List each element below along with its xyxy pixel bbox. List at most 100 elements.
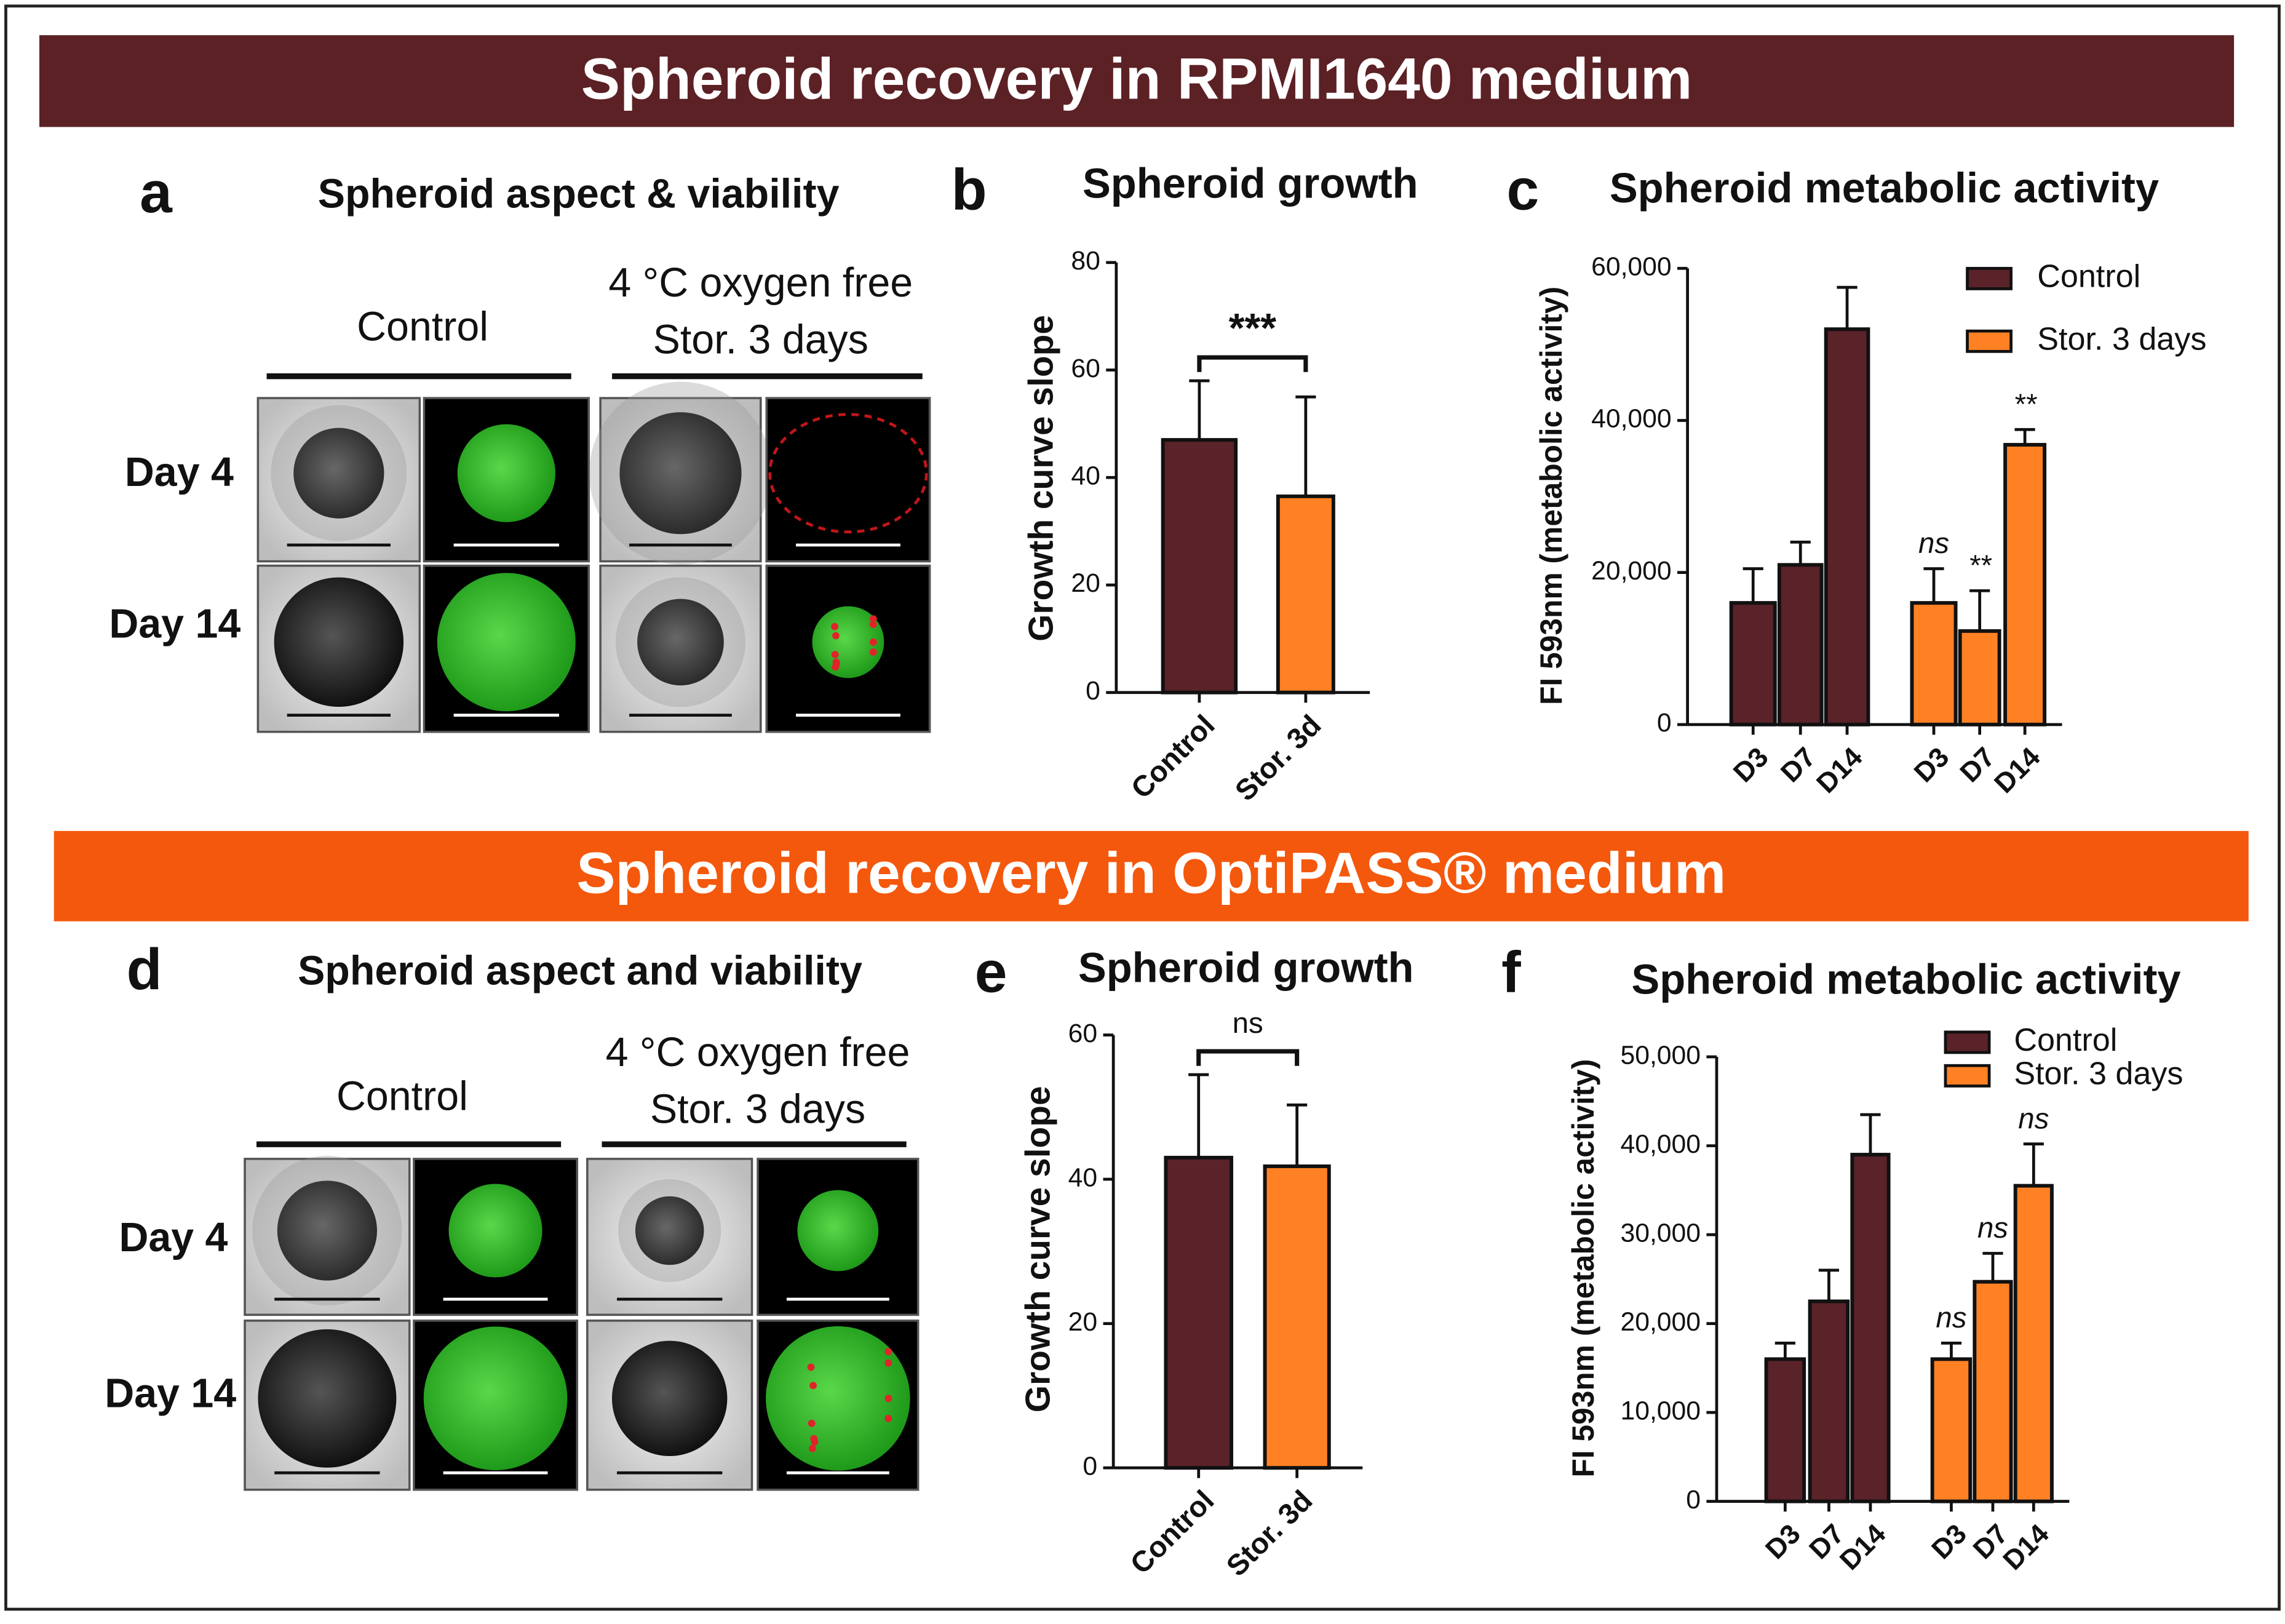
banner-title: Spheroid recovery in OptiPASS® medium (576, 841, 1726, 906)
legend-swatch (1944, 1064, 1991, 1088)
dead-cell (869, 615, 877, 623)
y-tick-label: 40,000 (1621, 1129, 1701, 1159)
bar (1910, 601, 1958, 726)
y-axis-label: FI 593nm (metabolic activity) (1566, 1059, 1600, 1478)
bar (1824, 327, 1870, 726)
y-tick-label: 80 (1071, 246, 1100, 276)
spheroid (797, 1190, 879, 1272)
column-label: Control (336, 1073, 468, 1119)
spheroid (619, 412, 742, 535)
panel-label: f (1501, 940, 1521, 1005)
dead-cell (833, 660, 841, 667)
dead-cell (808, 1419, 816, 1427)
bar (1729, 601, 1777, 726)
significance-bracket (1196, 1049, 1300, 1066)
dead-cell (831, 623, 839, 631)
panel-label: b (952, 157, 987, 222)
x-tick-label: D3 (1925, 1518, 1973, 1565)
spheroid (812, 606, 884, 679)
bar (1276, 494, 1335, 695)
column-label: Stor. 3 days (650, 1087, 865, 1132)
column-label: 4 °C oxygen free (606, 1030, 910, 1075)
x-tick-label: D14 (1810, 741, 1868, 799)
bar (1161, 438, 1238, 695)
dead-cell (884, 1414, 892, 1422)
x-tick-label: Stor. 3d (1220, 1484, 1319, 1583)
spheroid (293, 428, 384, 519)
dead-cell (869, 648, 877, 656)
annotation: ns (1977, 1212, 2008, 1244)
spheroid (611, 1340, 728, 1456)
x-tick-label: Stor. 3d (1229, 709, 1327, 807)
spheroid (277, 1180, 378, 1281)
x-tick-label: D14 (1834, 1518, 1891, 1575)
x-tick-label: D3 (1759, 1518, 1806, 1565)
y-tick-label: 20 (1068, 1307, 1097, 1337)
legend-swatch (1966, 266, 2013, 290)
spheroid (635, 1196, 704, 1265)
panel-label: a (140, 160, 173, 225)
dead-cell (811, 1438, 819, 1446)
spheroid (258, 1329, 397, 1468)
bar (1973, 1280, 2013, 1503)
chart-title: Spheroid metabolic activity (1610, 164, 2159, 212)
column-label: Control (357, 304, 488, 349)
bar (1930, 1357, 1973, 1503)
spheroid (637, 599, 724, 686)
dead-cell (808, 1444, 816, 1452)
panel-label: c (1507, 157, 1540, 222)
banner-title: Spheroid recovery in RPMI1640 medium (581, 46, 1692, 111)
bar (1850, 1153, 1891, 1503)
dead-cell (869, 621, 877, 629)
spheroid (766, 1326, 910, 1471)
significance-label: ns (1233, 1007, 1263, 1040)
dead-cell (869, 638, 877, 646)
y-tick-label: 40 (1071, 461, 1100, 491)
y-tick-label: 60 (1068, 1019, 1097, 1048)
spheroid (437, 573, 576, 712)
bar (1777, 563, 1824, 726)
dead-cell (832, 632, 840, 640)
bar (2013, 1184, 2054, 1503)
banner (54, 830, 2249, 921)
bar (1958, 629, 2001, 726)
panel-title: Spheroid aspect & viability (318, 172, 840, 217)
legend-label: Stor. 3 days (2014, 1056, 2183, 1092)
row-label: Day 14 (105, 1371, 236, 1417)
y-axis-label: Growth curve slope (1022, 315, 1060, 642)
spheroid (423, 1326, 568, 1471)
significance-label: *** (1229, 306, 1277, 351)
legend-label: Stor. 3 days (2037, 321, 2206, 357)
y-tick-label: 0 (1657, 708, 1672, 738)
y-axis-label: Growth curve slope (1019, 1086, 1058, 1412)
panel-label: d (127, 937, 162, 1002)
y-tick-label: 0 (1686, 1485, 1701, 1515)
y-tick-label: 20 (1071, 568, 1100, 598)
y-tick-label: 10,000 (1621, 1396, 1701, 1425)
row-label: Day 4 (119, 1215, 228, 1260)
y-tick-label: 60,000 (1591, 252, 1671, 282)
annotation: ** (2014, 388, 2037, 421)
dead-cell (807, 1363, 815, 1371)
banner (39, 35, 2235, 127)
spheroid (448, 1184, 542, 1278)
y-tick-label: 0 (1086, 676, 1100, 706)
chart-title: Spheroid growth (1083, 160, 1418, 207)
spheroid (768, 413, 928, 534)
y-tick-label: 60 (1071, 354, 1100, 383)
chart-title: Spheroid growth (1078, 944, 1414, 991)
y-axis-label: FI 593nm (metabolic activity) (1534, 287, 1568, 705)
row-label: Day 14 (109, 602, 240, 647)
annotation: ns (1936, 1302, 1966, 1334)
y-tick-label: 40 (1068, 1163, 1097, 1192)
significance-bracket (1197, 355, 1308, 372)
bar (1164, 1155, 1233, 1470)
dead-cell (884, 1348, 892, 1356)
dead-cell (884, 1395, 892, 1403)
annotation: ** (1968, 549, 1992, 582)
y-tick-label: 0 (1083, 1451, 1097, 1481)
x-tick-label: D3 (1908, 741, 1955, 789)
y-tick-label: 30,000 (1621, 1218, 1701, 1248)
x-tick-label: D14 (1988, 741, 2046, 799)
